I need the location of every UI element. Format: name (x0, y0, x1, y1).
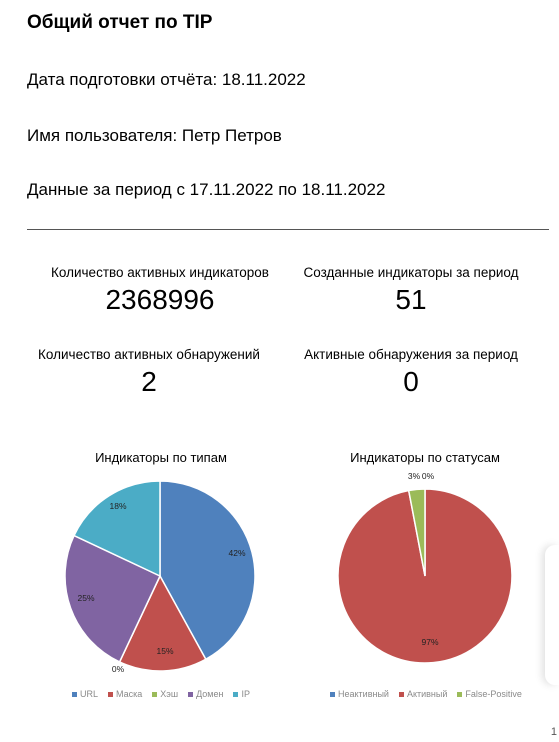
pie-data-label: 15% (156, 646, 173, 656)
scroll-edge (545, 545, 559, 685)
pie-slice-5 (73, 480, 161, 578)
pie-data-label: 3% (408, 471, 421, 481)
chart-statuses-title: Индикаторы по статусам (350, 450, 500, 465)
legend-label: Маска (116, 689, 143, 699)
legend-label: Хэш (160, 689, 179, 699)
report-title: Общий отчет по TIP (27, 12, 213, 33)
legend-swatch (398, 691, 404, 697)
pie-data-label: 18% (109, 501, 126, 511)
legend-item: Неактивный (330, 689, 389, 699)
legend-item: Домен (188, 689, 223, 699)
chart-statuses-legend: Неактивный Активный False-Positive (330, 689, 522, 699)
pie-slice-2 (118, 574, 207, 672)
pie-data-label: 25% (77, 593, 94, 603)
chart-types-title: Индикаторы по типам (95, 450, 227, 465)
stat-label: Активные обнаружения за период (304, 347, 518, 362)
legend-item: Хэш (152, 689, 178, 699)
pie-data-label: 42% (228, 548, 245, 558)
legend-swatch (152, 691, 158, 697)
legend-label: URL (80, 689, 99, 699)
stat-value: 2 (141, 366, 157, 397)
legend-item: Активный (398, 689, 448, 699)
legend-item: Маска (108, 689, 142, 699)
pie-slice-3 (407, 488, 426, 577)
report-period: Данные за период с 17.11.2022 по 18.11.2… (27, 180, 386, 199)
stat-label: Количество активных обнаружений (38, 347, 260, 362)
stat-value: 51 (395, 284, 427, 315)
legend-swatch (457, 691, 463, 697)
stat-period-detections: Активные обнаружения за период 0 (286, 347, 536, 398)
legend-swatch (108, 691, 114, 697)
chart-statuses-pie: 0% 97% 3% (337, 471, 513, 664)
pie-slice-1 (159, 480, 256, 661)
legend-swatch (188, 691, 194, 697)
legend-item: False-Positive (457, 689, 522, 699)
legend-label: Неактивный (338, 689, 389, 699)
stat-created-indicators: Созданные индикаторы за период 51 (286, 265, 536, 316)
report-user: Имя пользователя: Петр Петров (27, 126, 282, 145)
legend-swatch (233, 691, 239, 697)
legend-item: IP (233, 689, 250, 699)
chart-types-pie: 42% 15% 0% 25% 18% (64, 480, 256, 674)
legend-swatch (72, 691, 77, 697)
pie-data-label: 97% (421, 637, 438, 647)
pie-data-label: 0% (422, 471, 435, 481)
chart-types-legend: URL Маска Хэш Домен IP (72, 689, 250, 699)
page-number: 1 (550, 726, 557, 738)
pie-slice-4 (64, 534, 161, 663)
stat-active-indicators: Количество активных индикаторов 2368996 (35, 265, 285, 316)
legend-label: False-Positive (465, 689, 522, 699)
legend-item: URL (72, 689, 98, 699)
legend-label: IP (241, 689, 250, 699)
pie-data-label: 0% (112, 664, 125, 674)
stat-value: 0 (403, 366, 419, 397)
legend-swatch (330, 691, 335, 697)
legend-label: Домен (196, 689, 224, 699)
stat-label: Количество активных индикаторов (51, 265, 269, 280)
divider (27, 229, 549, 230)
stat-active-detections: Количество активных обнаружений 2 (24, 347, 274, 398)
stat-value: 2368996 (105, 284, 215, 315)
legend-label: Активный (406, 689, 448, 699)
report-date: Дата подготовки отчёта: 18.11.2022 (27, 70, 306, 89)
stat-label: Созданные индикаторы за период (303, 265, 519, 280)
